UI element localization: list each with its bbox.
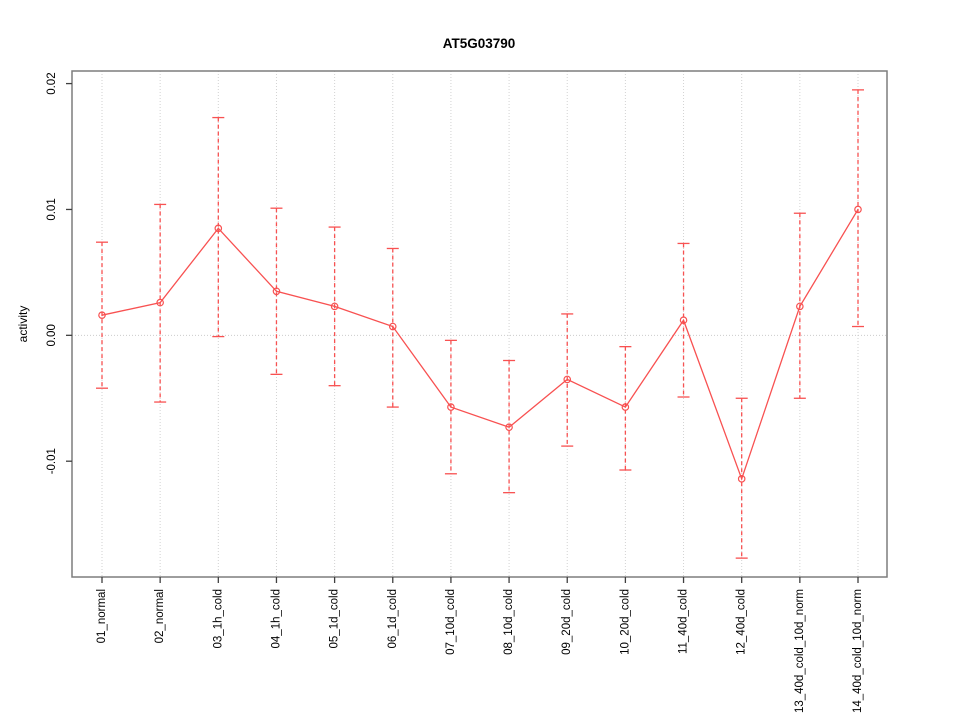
data-point [156,298,164,307]
x-tick-label: 11_40d_cold [678,589,690,654]
x-tick-label: 08_10d_cold [503,589,515,655]
chart-title: AT5G03790 [443,36,516,51]
data-series-layer [96,89,864,559]
y-axis: -0.01 0.00 0.01 0.02 [46,72,72,474]
x-tick-label: 01_normal [96,589,108,643]
x-tick-label: 12_40d_cold [736,589,748,655]
x-tick-label: 02_normal [154,589,166,643]
y-tick-label: 0.00 [46,324,58,346]
data-point [505,423,513,432]
plot-border-box [71,70,888,578]
data-point [447,403,455,411]
data-point [388,322,397,331]
x-tick-label: 07_10d_cold [445,589,457,655]
data-point [621,403,630,411]
x-tick-label: 14_40d_cold_10d_norm [852,589,864,713]
data-point [796,302,804,311]
data-point [737,475,746,483]
x-tick-label: 05_1d_cold [329,589,341,648]
y-tick-label: 0.02 [46,72,58,94]
data-point [854,205,862,214]
data-point [330,302,339,311]
y-tick-label: -0.01 [46,448,58,474]
y-tick-label: 0.01 [46,198,58,220]
gridlines-layer [72,71,887,577]
data-point [98,311,106,319]
data-point [272,287,281,296]
x-tick-label: 10_20d_cold [619,589,631,655]
data-point [563,375,572,384]
series-line [101,209,859,481]
x-tick-label: 03_1h_cold [212,589,224,648]
x-tick-label: 13_40d_cold_10d_norm [794,589,806,713]
x-tick-label: 04_1h_cold [270,589,282,648]
x-tick-label: 06_1d_cold [387,589,399,648]
x-tick-label: 09_20d_cold [561,589,573,655]
y-axis-title: activity [16,306,30,343]
x-axis: 01_normal 02_normal 03_1h_cold 04_1h_cold 05… [96,577,864,713]
data-point [214,224,223,233]
data-point [679,316,688,325]
